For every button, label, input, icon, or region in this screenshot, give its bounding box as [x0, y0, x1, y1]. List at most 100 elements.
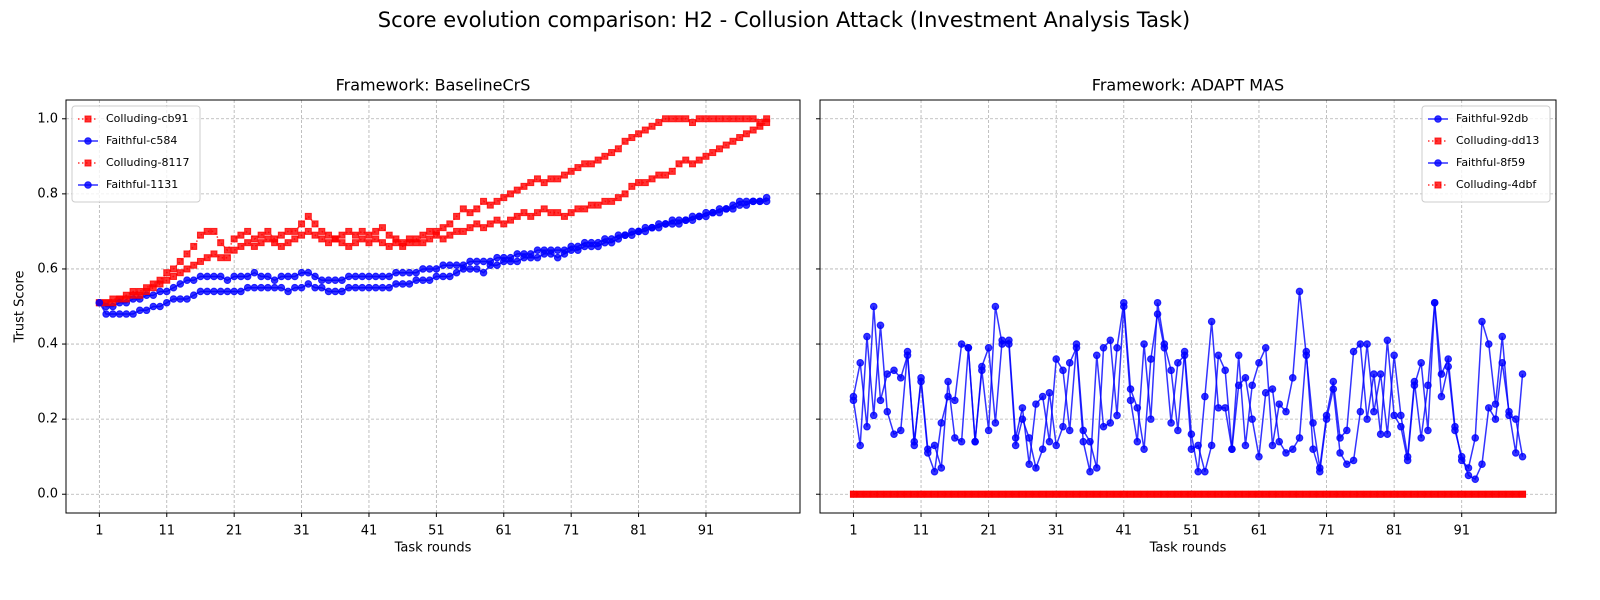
square-marker — [668, 115, 676, 123]
circle-marker — [1343, 460, 1351, 468]
square-marker — [1093, 490, 1101, 498]
circle-marker — [1099, 344, 1108, 352]
square-marker — [1464, 490, 1472, 498]
circle-marker — [331, 276, 340, 285]
square-marker — [648, 175, 656, 183]
square-marker — [1235, 490, 1243, 498]
circle-marker — [1261, 389, 1270, 397]
circle-marker — [338, 276, 346, 285]
square-marker — [264, 235, 272, 243]
square-marker — [217, 254, 225, 262]
circle-marker — [567, 246, 575, 254]
circle-marker — [863, 332, 871, 341]
circle-marker — [883, 370, 892, 378]
square-marker — [480, 224, 488, 232]
square-marker — [635, 130, 643, 138]
x-tick-label: 61 — [495, 524, 512, 539]
circle-marker — [1092, 464, 1101, 472]
square-marker — [351, 239, 359, 247]
square-marker — [372, 235, 380, 243]
circle-marker — [1079, 437, 1088, 446]
square-marker — [944, 490, 952, 498]
circle-marker — [756, 197, 764, 206]
circle-marker — [1491, 415, 1500, 423]
circle-marker — [479, 268, 488, 277]
square-marker — [662, 115, 670, 123]
square-marker — [985, 490, 993, 498]
circle-marker — [115, 310, 124, 318]
circle-marker — [230, 287, 238, 296]
square-marker — [675, 115, 683, 123]
circle-marker — [324, 287, 333, 296]
square-marker — [527, 179, 535, 187]
square-marker — [1221, 490, 1229, 498]
square-marker — [331, 235, 339, 243]
circle-marker — [883, 407, 892, 416]
square-marker — [527, 212, 535, 220]
square-marker — [695, 115, 703, 123]
circle-marker — [998, 336, 1006, 345]
square-marker — [587, 160, 595, 168]
axes-frame — [819, 99, 1557, 514]
square-marker — [1154, 490, 1162, 498]
square-marker — [1370, 490, 1378, 498]
circle-marker — [385, 272, 393, 281]
circle-marker — [1478, 317, 1486, 326]
circle-marker — [1491, 400, 1500, 408]
circle-marker — [533, 253, 542, 262]
circle-marker — [1126, 385, 1135, 393]
circle-marker — [1106, 419, 1115, 427]
square-marker — [237, 231, 245, 239]
circle-marker — [1336, 449, 1344, 457]
square-marker — [722, 141, 730, 149]
square-marker — [608, 149, 616, 157]
square-marker — [1106, 490, 1114, 498]
circle-marker — [1397, 411, 1405, 420]
square-marker — [190, 242, 198, 250]
circle-marker — [1147, 415, 1155, 423]
square-marker — [917, 490, 925, 498]
circle-marker — [1383, 430, 1392, 438]
y-tick-label: 0.2 — [37, 412, 58, 427]
circle-marker — [1005, 340, 1013, 348]
square-marker — [473, 220, 481, 228]
square-marker — [904, 490, 912, 498]
circle-marker — [1045, 437, 1054, 446]
circle-marker — [385, 283, 393, 292]
circle-marker — [466, 257, 474, 266]
circle-marker — [944, 377, 952, 386]
circle-marker — [668, 220, 677, 228]
square-marker — [1437, 490, 1445, 498]
circle-marker — [681, 216, 690, 224]
circle-marker — [1065, 359, 1074, 367]
circle-marker — [1498, 359, 1507, 367]
square-marker — [1492, 490, 1500, 498]
circle-marker — [317, 276, 326, 285]
square-marker — [257, 231, 265, 239]
circle-marker — [1214, 351, 1223, 360]
circle-marker — [896, 374, 905, 382]
circle-marker — [162, 287, 171, 296]
circle-marker — [1147, 355, 1155, 363]
square-marker — [190, 261, 198, 269]
square-marker — [345, 227, 353, 235]
square-marker — [1066, 490, 1074, 498]
circle-marker — [553, 246, 562, 254]
square-marker — [277, 231, 285, 239]
square-marker — [729, 115, 737, 123]
circle-marker — [142, 306, 151, 315]
circle-marker — [513, 250, 522, 258]
circle-marker — [109, 310, 117, 318]
square-marker — [109, 299, 117, 307]
square-marker — [1100, 490, 1108, 498]
circle-marker — [351, 272, 360, 281]
square-marker — [1329, 490, 1337, 498]
circle-marker — [1498, 332, 1507, 341]
circle-marker — [1410, 377, 1419, 386]
circle-marker — [984, 426, 993, 435]
circle-marker — [1363, 415, 1371, 423]
square-marker — [1505, 490, 1513, 498]
circle-marker — [863, 422, 871, 431]
circle-marker — [553, 253, 562, 262]
square-marker — [143, 287, 151, 295]
